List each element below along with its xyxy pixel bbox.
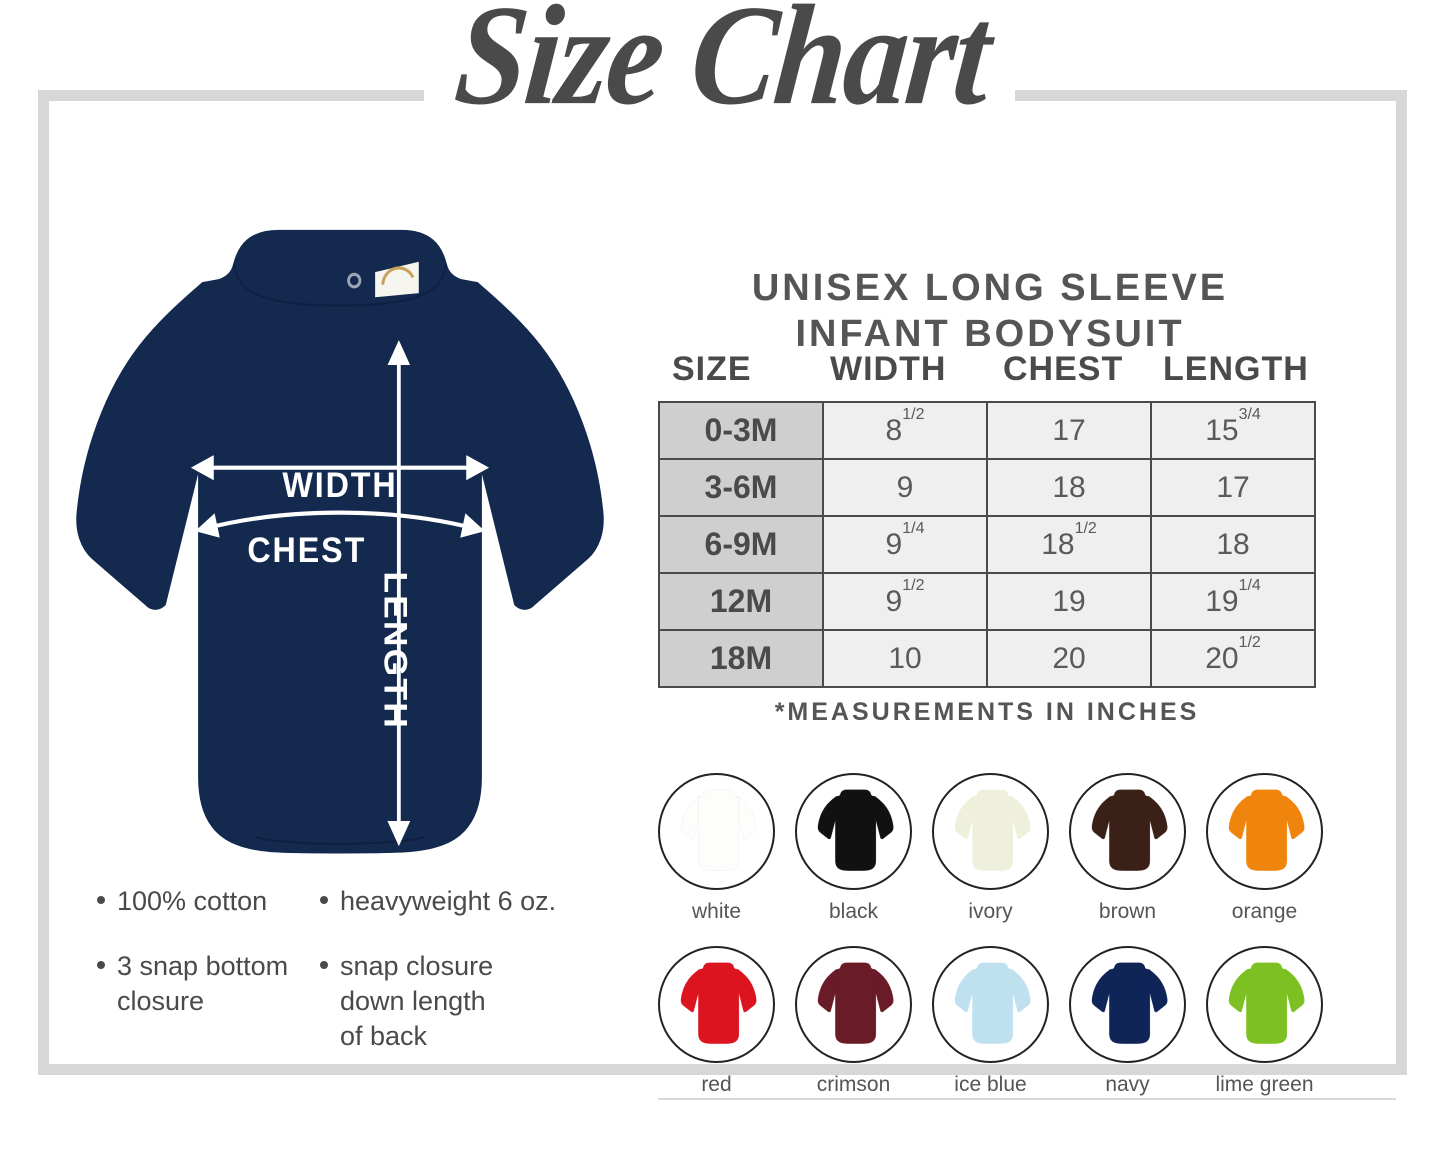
svg-text:LENGTH: LENGTH	[377, 571, 413, 730]
svg-text:CHEST: CHEST	[247, 530, 366, 570]
svg-text:WIDTH: WIDTH	[282, 466, 397, 506]
